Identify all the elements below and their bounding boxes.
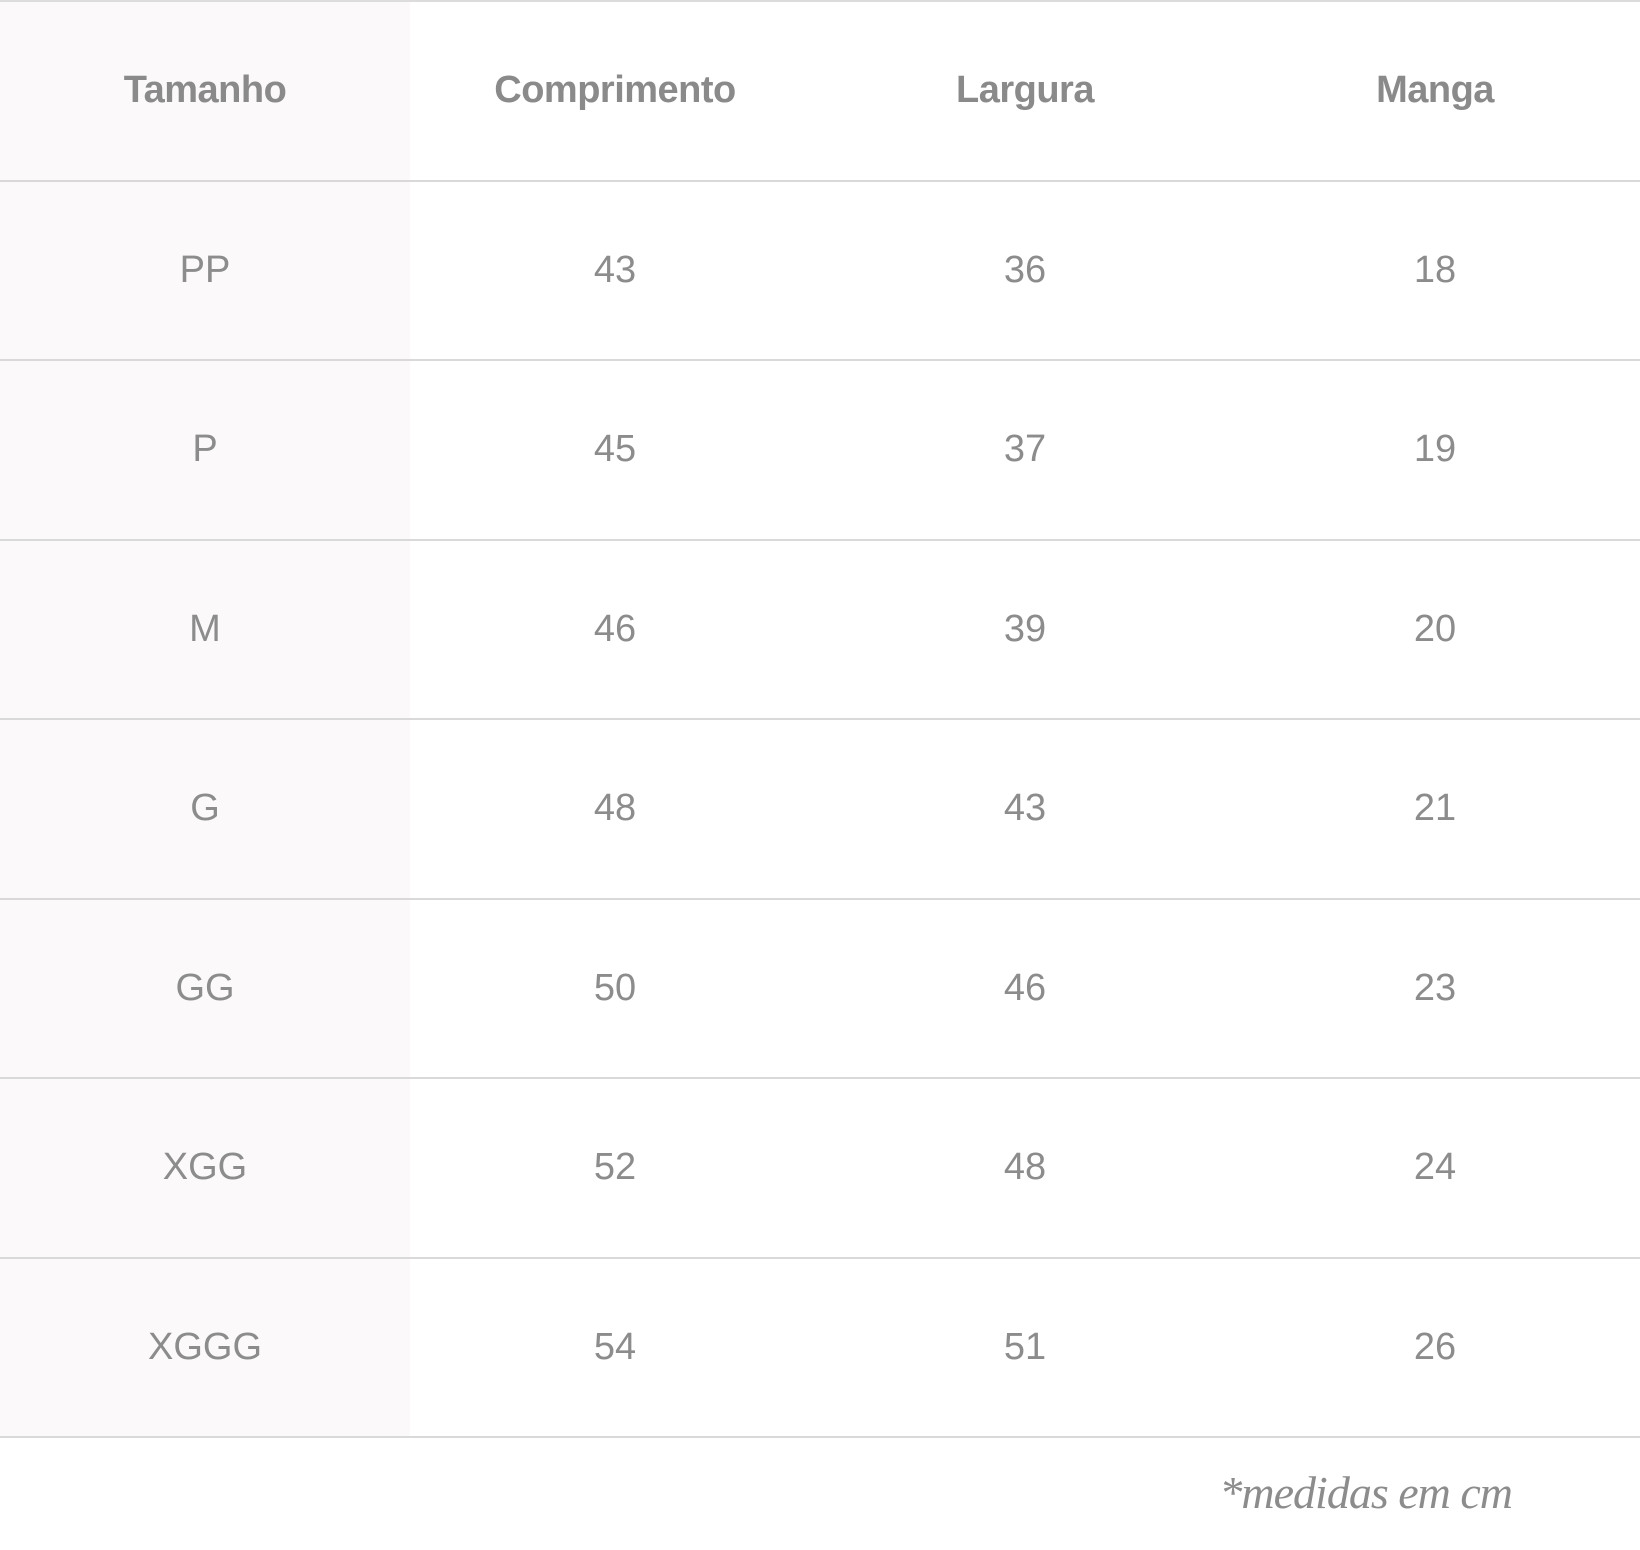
footnote: *medidas em cm — [1219, 1467, 1513, 1518]
cell-comprimento: 52 — [593, 1146, 637, 1189]
cell-largura: 43 — [1003, 787, 1047, 830]
header-largura: Largura — [956, 69, 1094, 112]
cell-largura: 36 — [1003, 248, 1047, 291]
cell-manga: 18 — [1413, 248, 1457, 291]
header-manga: Manga — [1376, 69, 1494, 112]
cell-comprimento: 45 — [593, 428, 637, 471]
cell-manga: 26 — [1413, 1325, 1457, 1368]
cell-comprimento: 48 — [593, 787, 637, 830]
table-row: GG 50 46 23 — [0, 899, 1640, 1079]
cell-size: XGGG — [0, 1258, 410, 1436]
cell-manga: 24 — [1413, 1146, 1457, 1189]
cell-largura: 51 — [1003, 1325, 1047, 1368]
table-row: XGGG 54 51 26 — [0, 1258, 1640, 1438]
cell-manga: 19 — [1413, 428, 1457, 471]
cell-size: P — [0, 361, 410, 539]
cell-manga: 20 — [1413, 607, 1457, 650]
cell-size: M — [0, 540, 410, 718]
cell-size: G — [0, 720, 410, 898]
cell-largura: 46 — [1003, 966, 1047, 1009]
table-header-row: Tamanho Comprimento Largura Manga — [0, 2, 1640, 182]
header-tamanho: Tamanho — [0, 2, 410, 180]
cell-largura: 37 — [1003, 428, 1047, 471]
header-comprimento: Comprimento — [494, 69, 736, 112]
size-table: Tamanho Comprimento Largura Manga PP 43 36… — [0, 0, 1640, 1438]
cell-size: XGG — [0, 1079, 410, 1257]
cell-comprimento: 46 — [593, 607, 637, 650]
cell-size: GG — [0, 899, 410, 1077]
table-row: PP 43 36 18 — [0, 181, 1640, 361]
cell-comprimento: 50 — [593, 966, 637, 1009]
cell-manga: 21 — [1413, 787, 1457, 830]
cell-size: PP — [0, 181, 410, 359]
cell-comprimento: 43 — [593, 248, 637, 291]
cell-largura: 39 — [1003, 607, 1047, 650]
table-row: P 45 37 19 — [0, 361, 1640, 541]
cell-manga: 23 — [1413, 966, 1457, 1009]
table-row: XGG 52 48 24 — [0, 1079, 1640, 1259]
table-row: M 46 39 20 — [0, 540, 1640, 720]
cell-comprimento: 54 — [593, 1325, 637, 1368]
table-row: G 48 43 21 — [0, 720, 1640, 900]
cell-largura: 48 — [1003, 1146, 1047, 1189]
